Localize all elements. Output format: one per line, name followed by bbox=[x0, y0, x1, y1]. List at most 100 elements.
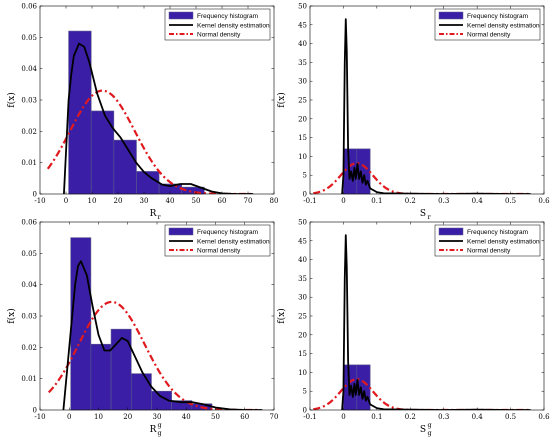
x-tick-label: 60 bbox=[240, 413, 249, 421]
legend-swatch-histogram bbox=[168, 227, 194, 236]
chart-panel-bottom-right: -0.1 0 0.1 0.2 0.3 0.4 0.5 0.605101520253035404… bbox=[276, 219, 550, 438]
legend-label-kde: Kernel density estimation bbox=[467, 23, 540, 30]
y-tick-label: 5 bbox=[303, 172, 307, 180]
chart-panel-top-left: -10 0 10 20 30 40 50 60 70 8000.010.020.030.040.0… bbox=[6, 3, 278, 222]
y-tick-label: 0.04 bbox=[21, 65, 37, 73]
legend-label-normal: Normal density bbox=[197, 248, 241, 255]
y-tick-label: 0 bbox=[33, 191, 37, 199]
legend-label-kde: Kernel density estimation bbox=[197, 23, 270, 30]
x-tick-label: 0.1 bbox=[371, 413, 382, 421]
x-tick-label: 50 bbox=[211, 413, 220, 421]
legend-label-kde: Kernel density estimation bbox=[467, 239, 540, 246]
x-tick-label: 0.2 bbox=[405, 413, 416, 421]
legend-label-normal: Normal density bbox=[467, 32, 511, 39]
y-tick-label: 15 bbox=[298, 134, 307, 142]
x-tick-label: -10 bbox=[34, 413, 45, 421]
x-axis-label: R bbox=[150, 425, 157, 435]
x-tick-label: 20 bbox=[114, 197, 123, 205]
histogram-bar bbox=[70, 237, 92, 411]
y-tick-label: 25 bbox=[298, 313, 307, 321]
x-tick-label: 30 bbox=[140, 197, 149, 205]
normal-density-line bbox=[46, 89, 254, 194]
y-tick-label: 40 bbox=[298, 40, 307, 48]
y-tick-label: 15 bbox=[298, 350, 307, 358]
chart-panel-bottom-left: -10 0 10 20 30 40 50 60 7000.010.020.030.040.050… bbox=[6, 219, 278, 438]
kernel-density-line bbox=[62, 260, 263, 410]
y-tick-label: 0.04 bbox=[21, 281, 37, 289]
x-tick-label: 30 bbox=[153, 413, 162, 421]
y-tick-label: 20 bbox=[298, 331, 307, 339]
x-tick-label: 0.1 bbox=[371, 197, 382, 205]
y-tick-label: 30 bbox=[298, 78, 307, 86]
kernel-density-line bbox=[63, 42, 254, 194]
y-tick-label: 0 bbox=[303, 191, 307, 199]
chart-panel-top-right: -0.1 0 0.1 0.2 0.3 0.4 0.5 0.605101520253035404… bbox=[276, 3, 550, 222]
histogram-bar bbox=[113, 139, 137, 195]
x-tick-label: 50 bbox=[192, 197, 201, 205]
legend: Frequency histogram Kernel density estima… bbox=[164, 224, 271, 257]
x-axis-label-superscript: g bbox=[158, 421, 162, 429]
y-tick-label: 10 bbox=[298, 153, 307, 161]
y-axis-label: f(x) bbox=[6, 308, 17, 323]
y-tick-label: 45 bbox=[298, 237, 307, 245]
legend: Frequency histogram Kernel density estima… bbox=[434, 224, 541, 257]
x-axis-label-subscript: r bbox=[428, 213, 432, 221]
legend-label-histogram: Frequency histogram bbox=[467, 13, 528, 20]
y-tick-label: 45 bbox=[298, 21, 307, 29]
x-tick-label: 0.4 bbox=[472, 413, 484, 421]
x-axis-label: S bbox=[420, 209, 426, 219]
y-tick-label: 25 bbox=[298, 97, 307, 105]
x-tick-label: 0 bbox=[341, 413, 345, 421]
kernel-density-line bbox=[341, 18, 531, 194]
y-tick-label: 0.05 bbox=[21, 250, 37, 258]
y-tick-label: 35 bbox=[298, 59, 307, 67]
y-tick-label: 0.02 bbox=[21, 344, 37, 352]
x-tick-label: 80 bbox=[270, 197, 279, 205]
x-tick-label: 20 bbox=[123, 413, 132, 421]
x-tick-label: 0.2 bbox=[405, 197, 416, 205]
x-tick-label: 40 bbox=[166, 197, 175, 205]
y-tick-label: 0.03 bbox=[21, 313, 37, 321]
x-axis-label: R bbox=[150, 209, 157, 219]
x-axis-label: S bbox=[420, 425, 426, 435]
x-tick-label: 0 bbox=[341, 197, 345, 205]
x-tick-label: 70 bbox=[270, 413, 279, 421]
y-tick-label: 0.03 bbox=[21, 97, 37, 105]
y-axis-label: f(x) bbox=[276, 308, 287, 323]
y-tick-label: 40 bbox=[298, 256, 307, 264]
y-tick-label: 10 bbox=[298, 369, 307, 377]
legend-label-kde: Kernel density estimation bbox=[197, 239, 270, 246]
legend: Frequency histogram Kernel density estima… bbox=[164, 8, 271, 41]
legend-label-histogram: Frequency histogram bbox=[467, 229, 528, 236]
x-axis-label-subscript: g bbox=[428, 429, 432, 437]
y-tick-label: 50 bbox=[298, 3, 307, 11]
y-tick-label: 0.01 bbox=[21, 159, 37, 167]
y-tick-label: 0.06 bbox=[21, 219, 37, 227]
y-tick-label: 50 bbox=[298, 219, 307, 227]
y-tick-label: 35 bbox=[298, 275, 307, 283]
x-axis-label-subscript: r bbox=[158, 213, 162, 221]
x-tick-label: 0 bbox=[67, 413, 71, 421]
y-tick-label: 0 bbox=[33, 407, 37, 415]
x-tick-label: -0.1 bbox=[303, 197, 317, 205]
legend-label-histogram: Frequency histogram bbox=[197, 229, 258, 236]
x-tick-label: 0.3 bbox=[438, 413, 449, 421]
kernel-density-line bbox=[341, 234, 531, 410]
y-tick-label: 30 bbox=[298, 294, 307, 302]
x-axis-label-superscript: g bbox=[428, 421, 432, 429]
x-tick-label: 0 bbox=[64, 197, 68, 205]
x-tick-label: 40 bbox=[182, 413, 191, 421]
legend: Frequency histogram Kernel density estima… bbox=[434, 8, 541, 41]
y-tick-label: 0.06 bbox=[21, 3, 37, 11]
legend-swatch-histogram bbox=[438, 11, 464, 20]
x-tick-label: -10 bbox=[34, 197, 45, 205]
y-tick-label: 0.01 bbox=[21, 375, 37, 383]
x-tick-label: 0.6 bbox=[538, 413, 550, 421]
y-tick-label: 0.05 bbox=[21, 34, 37, 42]
y-tick-label: 0.02 bbox=[21, 128, 37, 136]
x-tick-label: 0.5 bbox=[505, 413, 516, 421]
y-axis-label: f(x) bbox=[276, 92, 287, 107]
x-tick-label: 0.3 bbox=[438, 197, 449, 205]
x-tick-label: -0.1 bbox=[303, 413, 317, 421]
